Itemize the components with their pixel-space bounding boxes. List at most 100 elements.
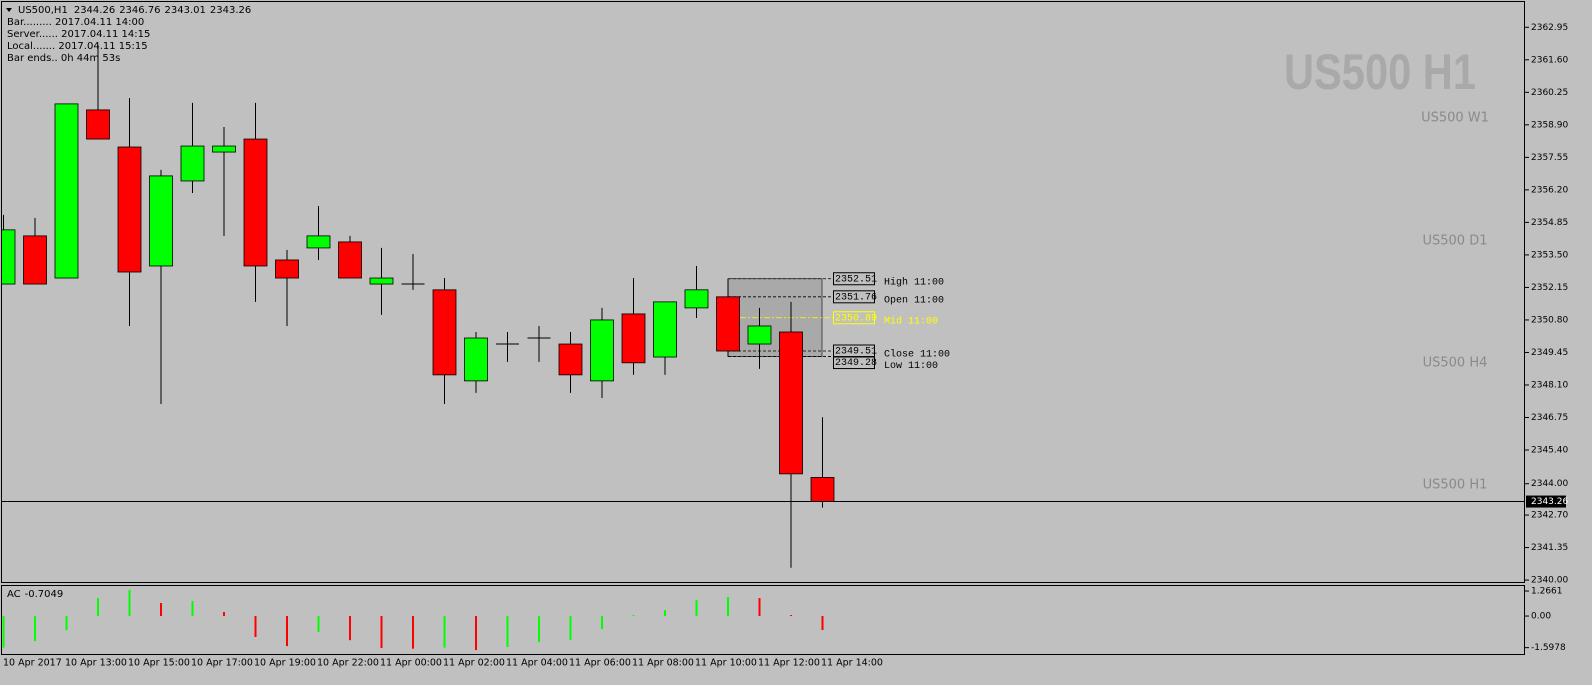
x-tick-label: 10 Apr 19:00 [254,658,316,669]
y-tick-label: 2353.50 [1531,250,1568,260]
level-value: 2349.28 [835,358,877,369]
y-tick-label: 2356.20 [1531,185,1568,195]
header-low: 2343.01 [165,5,206,16]
x-tick-label: 11 Apr 12:00 [758,658,820,669]
header-close: 2343.26 [210,5,251,16]
y-tick-label: 2344.00 [1531,479,1568,489]
level-value-box [833,290,875,304]
info-line: Bar ends.. 0h 44m 53s [7,53,120,64]
mini-title: US500 H4 [1423,356,1488,371]
candle-body [86,109,110,140]
x-tick-label: 10 Apr 13:00 [65,658,127,669]
level-value-box [833,311,875,325]
y-tick-label: 2349.45 [1531,348,1568,358]
indicator-name: AC [7,589,21,600]
header: US500,H1 2344.26 2346.76 2343.01 2343.26 [18,5,251,16]
candle-body [212,145,236,153]
price-tag-label: 2343.26 [1531,497,1568,507]
candle-body [369,277,394,285]
candle-body [275,259,299,279]
indicator-label: AC -0.7049 [7,589,63,600]
level-value: 2351.76 [835,292,877,303]
watermark: US500 H1 [1284,44,1476,100]
y-tick-label: 2360.25 [1531,88,1568,98]
candle-body [306,235,331,249]
header-high: 2346.76 [119,5,160,16]
header-open: 2344.26 [74,5,115,16]
candle-body [243,138,268,267]
level-value: 2349.51 [835,347,877,358]
indicator-panel [1,585,1525,655]
info-line: Local....... 2017.04.11 15:15 [7,41,148,52]
candle-body [23,235,47,285]
y-tick-label: 0.00 [1531,612,1551,622]
mini-title: US500 W1 [1421,111,1489,126]
x-tick-label: 10 Apr 2017 [3,658,62,669]
candle-body [779,331,803,475]
y-tick-label: 2357.55 [1531,153,1568,163]
y-tick-label: -1.5978 [1531,643,1566,653]
main-plot: 2352.51 High 11:00 2351.76 Open 11:00 2350.8… [2,44,950,568]
candle-body [590,319,614,382]
level-value-box [833,356,875,370]
candle-body [117,146,142,273]
x-tick-label: 10 Apr 22:00 [317,658,379,669]
y-tick-label: 2354.85 [1531,218,1568,228]
main-panel [1,1,1525,583]
x-tick-label: 11 Apr 00:00 [380,658,442,669]
x-tick-label: 10 Apr 17:00 [191,658,253,669]
candle-body [558,343,583,376]
level-name: Open 11:00 [884,295,944,306]
candle-body [621,313,646,364]
x-tick-label: 11 Apr 04:00 [506,658,568,669]
x-tick-label: 11 Apr 06:00 [569,658,631,669]
info-line: Bar......... 2017.04.11 14:00 [7,17,144,28]
candle-body [653,301,677,358]
candle-body [2,229,16,285]
price-tag [1526,495,1566,508]
y-tick-label: 2342.70 [1531,511,1568,521]
candle-body [684,289,709,309]
indicator-value: -0.7049 [25,589,64,600]
y-tick-label: 2340.00 [1531,576,1568,586]
candle-body [180,145,205,182]
y-tick-label: 1.2661 [1531,587,1563,597]
candle-body [464,337,488,382]
x-tick-label: 11 Apr 02:00 [443,658,505,669]
mini-title: US500 D1 [1423,234,1488,249]
mini-title: US500 H1 [1423,478,1488,493]
collapse-icon[interactable] [6,8,12,12]
y-tick-label: 2348.10 [1531,380,1568,390]
x-tick-label: 10 Apr 15:00 [128,658,190,669]
y-tick-label: 2341.35 [1531,543,1568,553]
y-tick-label: 2361.60 [1531,55,1568,65]
level-name: Mid 11:00 [884,315,938,327]
level-value-box [833,272,875,286]
y-tick-label: 2362.95 [1531,23,1568,33]
y-tick-label: 2350.80 [1531,315,1568,325]
level-value: 2352.51 [835,274,877,285]
indicator-plot [2,589,824,651]
candle-body [54,103,79,279]
level-name: Close 11:00 [884,349,950,361]
candle-body [810,477,835,502]
candle-body [716,296,740,352]
x-tick-label: 11 Apr 10:00 [695,658,757,669]
y-tick-label: 2346.75 [1531,413,1568,423]
y-tick-label: 2345.40 [1531,446,1568,456]
candle-body [432,289,457,376]
level-name: Low 11:00 [884,361,938,372]
y-tick-label: 2352.15 [1531,283,1568,293]
x-tick-label: 11 Apr 08:00 [632,658,694,669]
candle-body [338,241,362,279]
candle-body [149,175,173,267]
y-tick-label: 2358.90 [1531,120,1568,130]
x-tick-label: 11 Apr 14:00 [821,658,883,669]
level-value: 2350.89 [835,313,877,324]
symbol: US500,H1 [18,5,68,16]
info-line: Server...... 2017.04.11 14:15 [7,29,150,40]
candle-body [747,325,772,345]
level-name: High 11:00 [884,276,944,288]
